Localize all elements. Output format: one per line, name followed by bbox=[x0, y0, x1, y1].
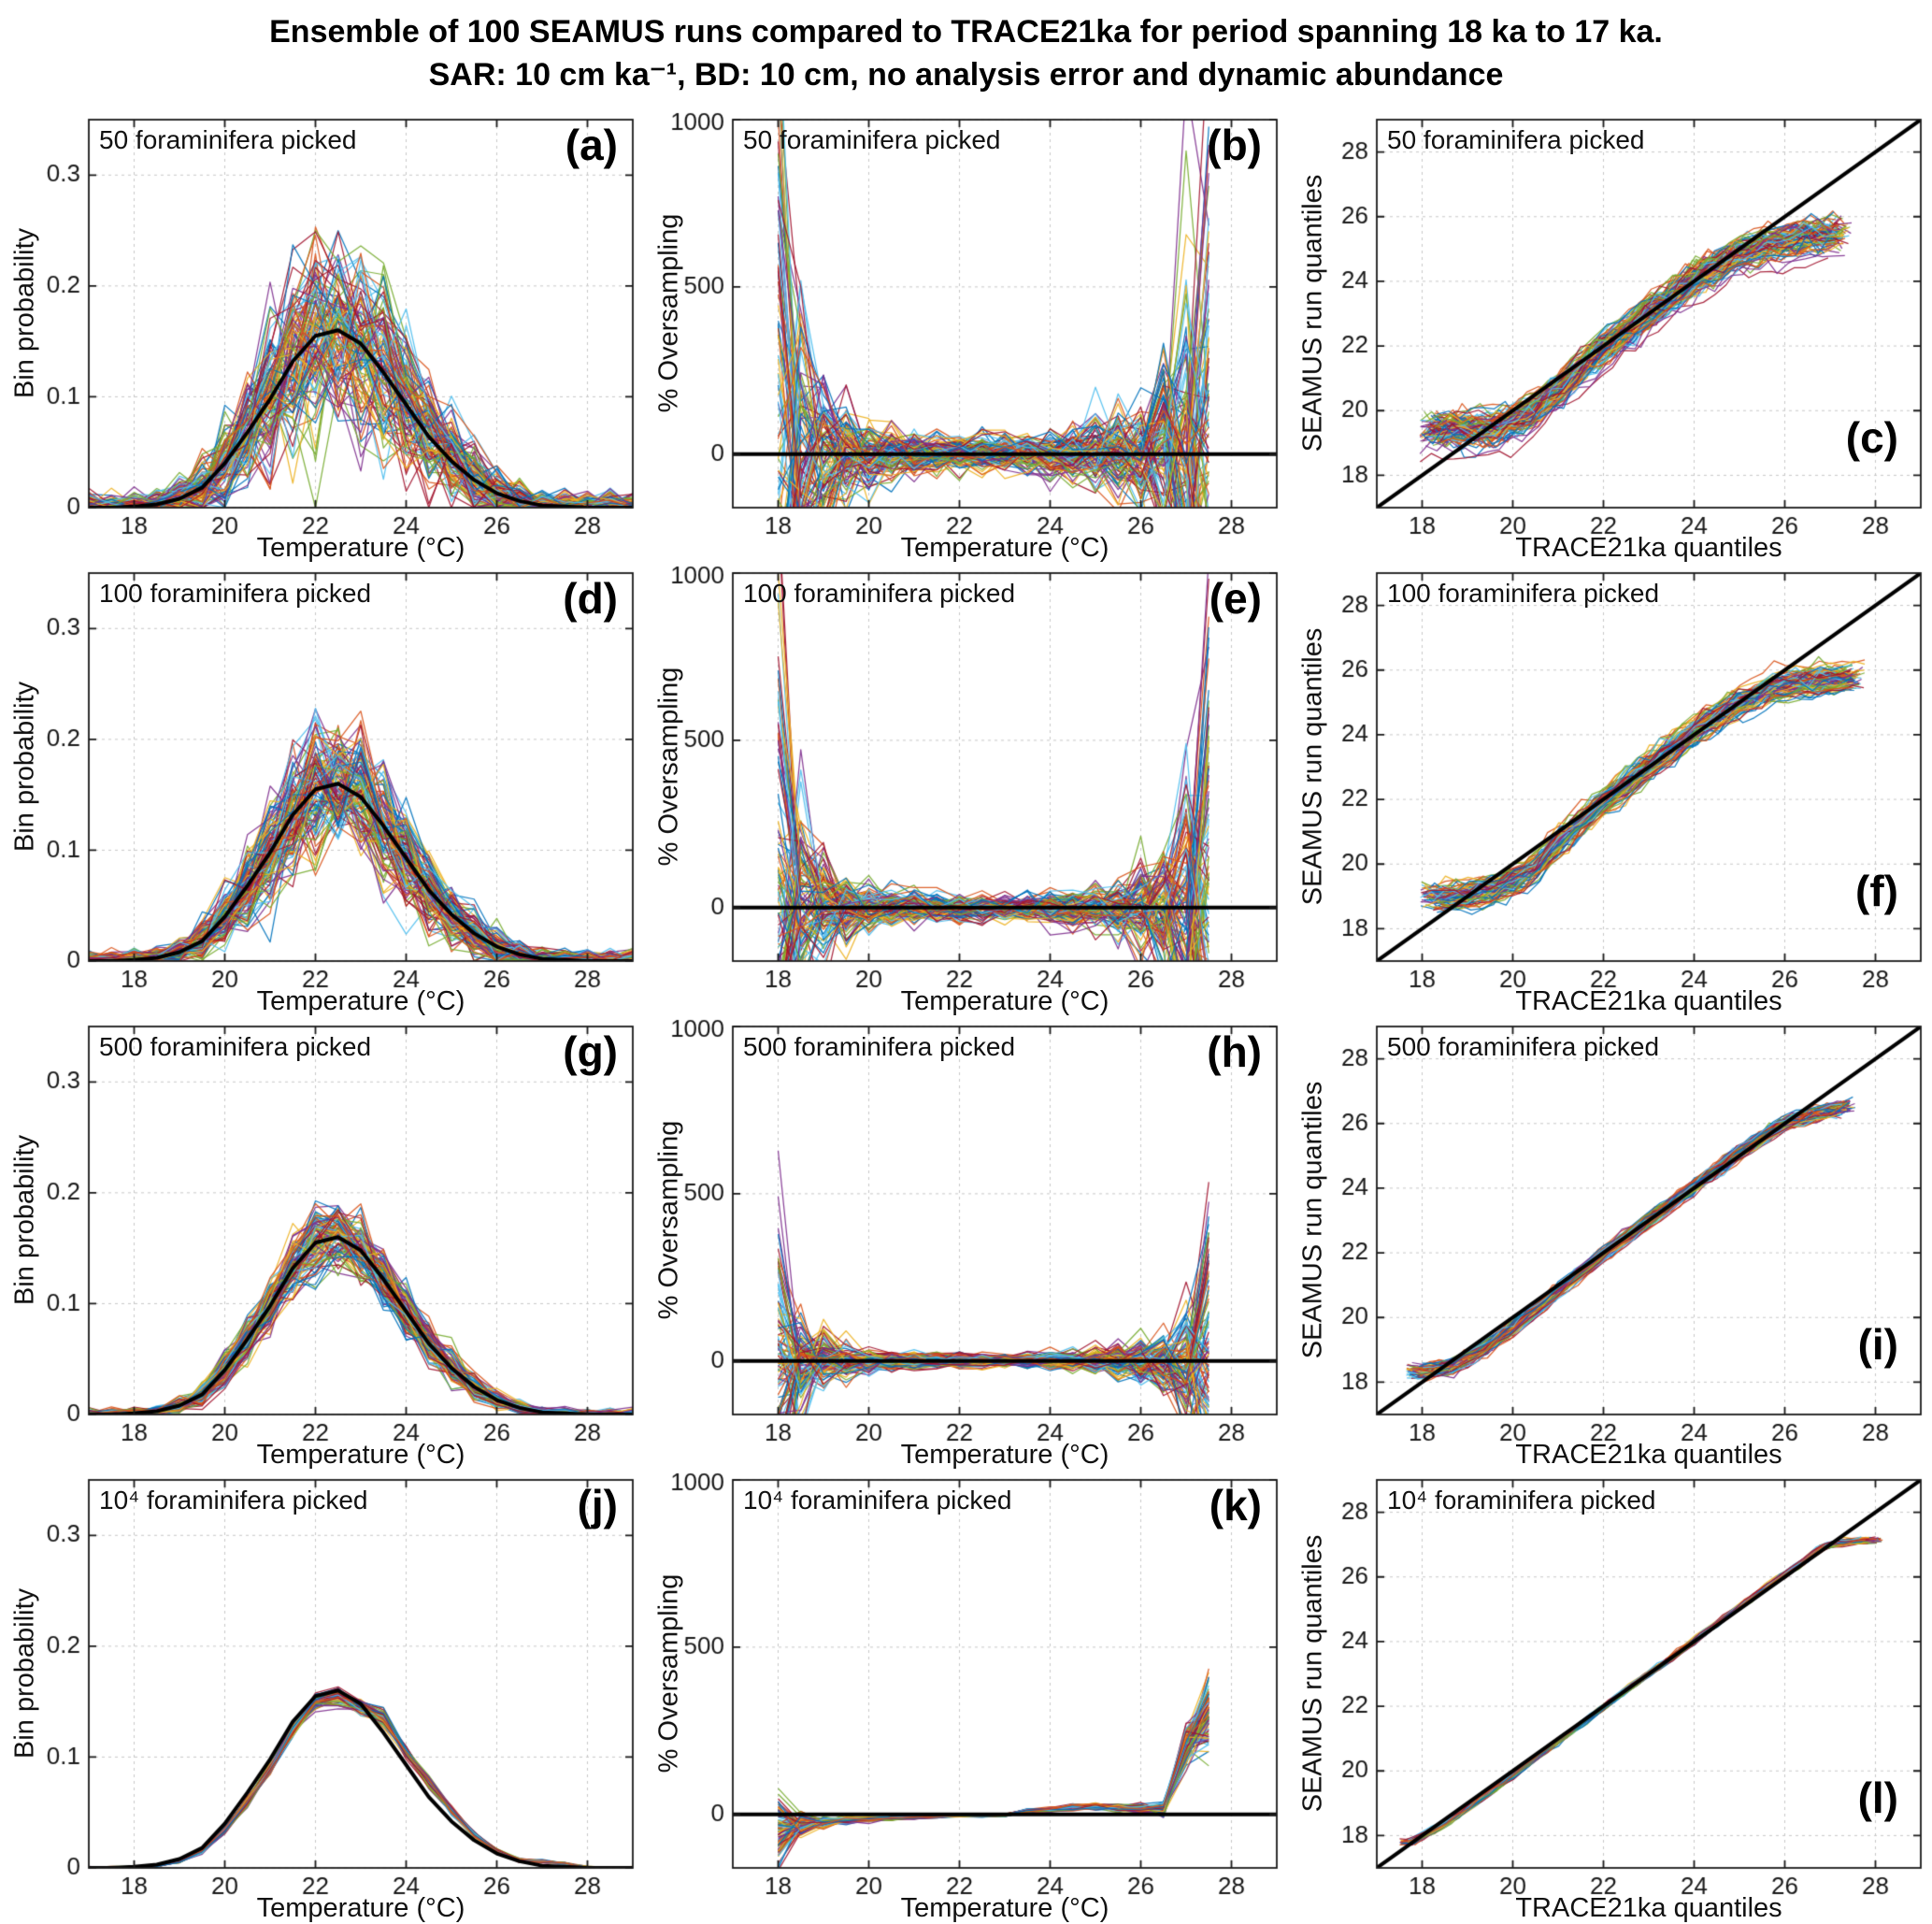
panel-f: SEAMUS run quantiles TRACE21ka quantiles… bbox=[1288, 564, 1932, 1017]
panel-letter: (d) bbox=[563, 574, 618, 623]
y-axis-label: Bin probability bbox=[9, 681, 40, 853]
panel-c-canvas bbox=[1288, 110, 1932, 564]
panel-j-canvas bbox=[0, 1471, 644, 1924]
panel-i-canvas bbox=[1288, 1017, 1932, 1471]
panel-subtitle: 10⁴ foraminifera picked bbox=[1387, 1486, 1656, 1515]
panel-letter: (k) bbox=[1209, 1481, 1262, 1529]
y-axis-label: Bin probability bbox=[9, 1587, 40, 1759]
panel-g: Bin probability Temperature (°C) 500 for… bbox=[0, 1017, 644, 1471]
figure-title: Ensemble of 100 SEAMUS runs compared to … bbox=[0, 0, 1932, 110]
panel-f-canvas bbox=[1288, 564, 1932, 1017]
x-axis-label: TRACE21ka quantiles bbox=[1515, 1893, 1782, 1923]
panel-subtitle: 100 foraminifera picked bbox=[99, 579, 372, 608]
figure-title-line1: Ensemble of 100 SEAMUS runs compared to … bbox=[269, 14, 1663, 50]
y-axis-label: % Oversampling bbox=[653, 667, 684, 867]
panel-subtitle: 500 foraminifera picked bbox=[743, 1032, 1016, 1061]
panel-a: Bin probability Temperature (°C) 50 fora… bbox=[0, 110, 644, 564]
panel-letter: (i) bbox=[1857, 1320, 1898, 1369]
panel-letter: (c) bbox=[1845, 413, 1898, 462]
panel-subtitle: 50 foraminifera picked bbox=[1387, 125, 1645, 154]
panel-d: Bin probability Temperature (°C) 100 for… bbox=[0, 564, 644, 1017]
panel-l-canvas bbox=[1288, 1471, 1932, 1924]
x-axis-label: TRACE21ka quantiles bbox=[1515, 986, 1782, 1016]
y-axis-label: SEAMUS run quantiles bbox=[1297, 627, 1328, 906]
x-axis-label: Temperature (°C) bbox=[900, 1893, 1109, 1923]
figure-title-line2: SAR: 10 cm ka⁻¹, BD: 10 cm, no analysis … bbox=[428, 56, 1504, 93]
panel-e: % Oversampling Temperature (°C) 100 fora… bbox=[644, 564, 1288, 1017]
panel-subtitle: 500 foraminifera picked bbox=[1387, 1032, 1660, 1061]
y-axis-label: SEAMUS run quantiles bbox=[1297, 174, 1328, 452]
panel-h-canvas bbox=[644, 1017, 1288, 1471]
x-axis-label: TRACE21ka quantiles bbox=[1515, 533, 1782, 563]
x-axis-label: Temperature (°C) bbox=[256, 533, 465, 563]
panel-subtitle: 10⁴ foraminifera picked bbox=[99, 1486, 368, 1515]
panel-subtitle: 100 foraminifera picked bbox=[743, 579, 1016, 608]
panel-letter: (h) bbox=[1207, 1027, 1262, 1076]
x-axis-label: TRACE21ka quantiles bbox=[1515, 1440, 1782, 1470]
panel-c: SEAMUS run quantiles TRACE21ka quantiles… bbox=[1288, 110, 1932, 564]
panel-l: SEAMUS run quantiles TRACE21ka quantiles… bbox=[1288, 1471, 1932, 1924]
panel-letter: (a) bbox=[565, 121, 618, 169]
panel-letter: (l) bbox=[1857, 1773, 1898, 1822]
y-axis-label: Bin probability bbox=[9, 227, 40, 399]
panel-k: % Oversampling Temperature (°C) 10⁴ fora… bbox=[644, 1471, 1288, 1924]
panel-k-canvas bbox=[644, 1471, 1288, 1924]
panel-letter: (b) bbox=[1207, 121, 1262, 169]
y-axis-label: SEAMUS run quantiles bbox=[1297, 1081, 1328, 1359]
x-axis-label: Temperature (°C) bbox=[256, 986, 465, 1016]
y-axis-label: Bin probability bbox=[9, 1134, 40, 1306]
panel-letter: (e) bbox=[1209, 574, 1262, 623]
panel-i: SEAMUS run quantiles TRACE21ka quantiles… bbox=[1288, 1017, 1932, 1471]
panel-letter: (g) bbox=[563, 1027, 618, 1076]
y-axis-label: SEAMUS run quantiles bbox=[1297, 1534, 1328, 1813]
panel-subtitle: 50 foraminifera picked bbox=[99, 125, 357, 154]
panel-letter: (j) bbox=[577, 1481, 618, 1529]
panel-subtitle: 50 foraminifera picked bbox=[743, 125, 1001, 154]
y-axis-label: % Oversampling bbox=[653, 213, 684, 413]
x-axis-label: Temperature (°C) bbox=[256, 1440, 465, 1470]
panel-a-canvas bbox=[0, 110, 644, 564]
panel-subtitle: 500 foraminifera picked bbox=[99, 1032, 372, 1061]
x-axis-label: Temperature (°C) bbox=[256, 1893, 465, 1923]
x-axis-label: Temperature (°C) bbox=[900, 533, 1109, 563]
y-axis-label: % Oversampling bbox=[653, 1120, 684, 1320]
panel-subtitle: 100 foraminifera picked bbox=[1387, 579, 1660, 608]
panel-grid: Bin probability Temperature (°C) 50 fora… bbox=[0, 110, 1932, 1924]
x-axis-label: Temperature (°C) bbox=[900, 986, 1109, 1016]
panel-e-canvas bbox=[644, 564, 1288, 1017]
panel-b-canvas bbox=[644, 110, 1288, 564]
panel-b: % Oversampling Temperature (°C) 50 foram… bbox=[644, 110, 1288, 564]
y-axis-label: % Oversampling bbox=[653, 1573, 684, 1773]
panel-letter: (f) bbox=[1855, 867, 1898, 915]
panel-subtitle: 10⁴ foraminifera picked bbox=[743, 1486, 1012, 1515]
panel-h: % Oversampling Temperature (°C) 500 fora… bbox=[644, 1017, 1288, 1471]
x-axis-label: Temperature (°C) bbox=[900, 1440, 1109, 1470]
panel-g-canvas bbox=[0, 1017, 644, 1471]
panel-d-canvas bbox=[0, 564, 644, 1017]
panel-j: Bin probability Temperature (°C) 10⁴ for… bbox=[0, 1471, 644, 1924]
